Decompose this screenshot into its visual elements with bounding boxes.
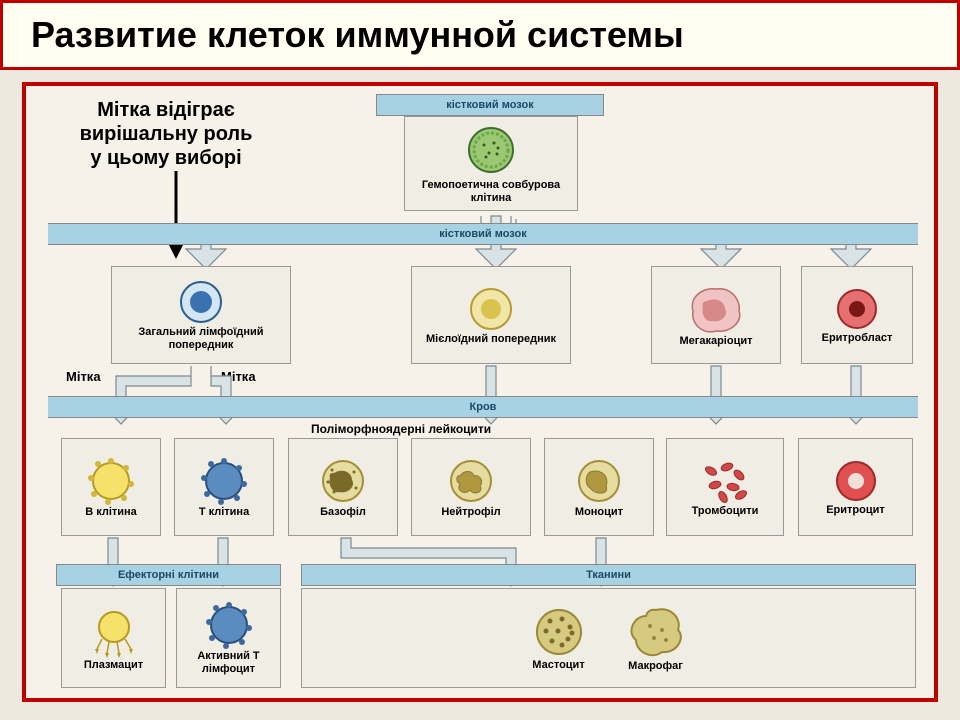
card-active-t: Активний Т лімфоцит [176,588,281,688]
card-tissue-cells: Мастоцит Макрофаг [301,588,916,688]
cell-mono-icon [574,456,624,506]
cell-label: Мієлоїдний попередник [426,333,556,346]
cell-label: Активний Т лімфоцит [177,650,280,675]
poly-subtitle: Поліморфноядерні лейкоцити [311,422,491,436]
card-plasmacyte: Плазмацит [61,588,166,688]
note-line: вирішальну роль [51,122,281,146]
cell-label: Базофіл [320,506,366,519]
card-myeloid-prog: Мієлоїдний попередник [411,266,571,364]
band-label: кістковий мозок [446,99,533,111]
card-t-cell: Т клітина [174,438,274,536]
band-bone-marrow-top: кістковий мозок [376,94,604,116]
cell-masto-icon [532,605,586,659]
band-blood: Кров [48,396,918,418]
cell-label: Плазмацит [84,659,143,672]
page-title: Развитие клеток иммунной системы [31,14,684,56]
diagram-frame: Мітка відіграє вирішальну роль у цьому в… [22,82,938,702]
card-monocyte: Моноцит [544,438,654,536]
card-stem-cell: Гемопоетична совбурова клітина [404,116,578,211]
macrophage-group: Макрофаг [626,604,686,673]
cell-label: Т клітина [199,506,249,519]
cell-thromb-icon [697,457,753,505]
hematopoiesis-diagram: Мітка відіграє вирішальну роль у цьому в… [26,86,934,698]
cell-label: Загальний лімфоїдний попередник [112,326,290,351]
card-erythroblast: Еритробласт [801,266,913,364]
cell-bcell-icon [86,456,136,506]
cell-neut-icon [446,456,496,506]
card-erythrocyte: Еритроцит [798,438,913,536]
cell-label: Макрофаг [628,660,683,673]
cell-baso-icon [318,456,368,506]
cell-label: Мастоцит [532,659,584,672]
note-line: Мітка відіграє [51,98,281,122]
note-line: у цьому виборі [51,146,281,170]
cell-eryth-icon [833,458,879,504]
mastocyte-group: Мастоцит [532,605,586,672]
card-lymphoid-prog: Загальний лімфоїдний попередник [111,266,291,364]
band-label: Кров [470,401,497,413]
cell-myelprog-icon [467,285,515,333]
band-bone-marrow-mid: кістковий мозок [48,223,918,245]
cell-activT-icon [204,600,254,650]
cell-label: Еритроцит [826,504,885,517]
band-label: Тканини [586,569,631,581]
title-bar: Развитие клеток иммунной системы [0,0,960,70]
cell-plasma-icon [87,605,141,659]
cell-label: Гемопоетична совбурова клітина [405,179,577,204]
card-thrombocytes: Тромбоцити [666,438,784,536]
cell-mega-icon [687,283,745,335]
cell-label: Тромбоцити [692,505,759,518]
cell-macro-icon [626,604,686,660]
cell-lymphprog-icon [177,278,225,326]
cell-stem-icon [464,123,518,177]
band-label: Ефекторні клітини [118,569,219,581]
band-label: кістковий мозок [439,228,526,240]
cell-label: Мегакаріоцит [679,335,752,348]
card-b-cell: В клітина [61,438,161,536]
cell-tcell-icon [199,456,249,506]
card-neutrophil: Нейтрофіл [411,438,531,536]
note-text: Мітка відіграє вирішальну роль у цьому в… [51,98,281,170]
cell-label: Нейтрофіл [441,506,500,519]
cell-erythbl-icon [834,286,880,332]
card-megakaryocyte: Мегакаріоцит [651,266,781,364]
cell-label: В клітина [85,506,137,519]
cell-label: Еритробласт [822,332,893,345]
card-basophil: Базофіл [288,438,398,536]
cell-label: Моноцит [575,506,623,519]
band-effector: Ефекторні клітини [56,564,281,586]
band-tissues: Тканини [301,564,916,586]
